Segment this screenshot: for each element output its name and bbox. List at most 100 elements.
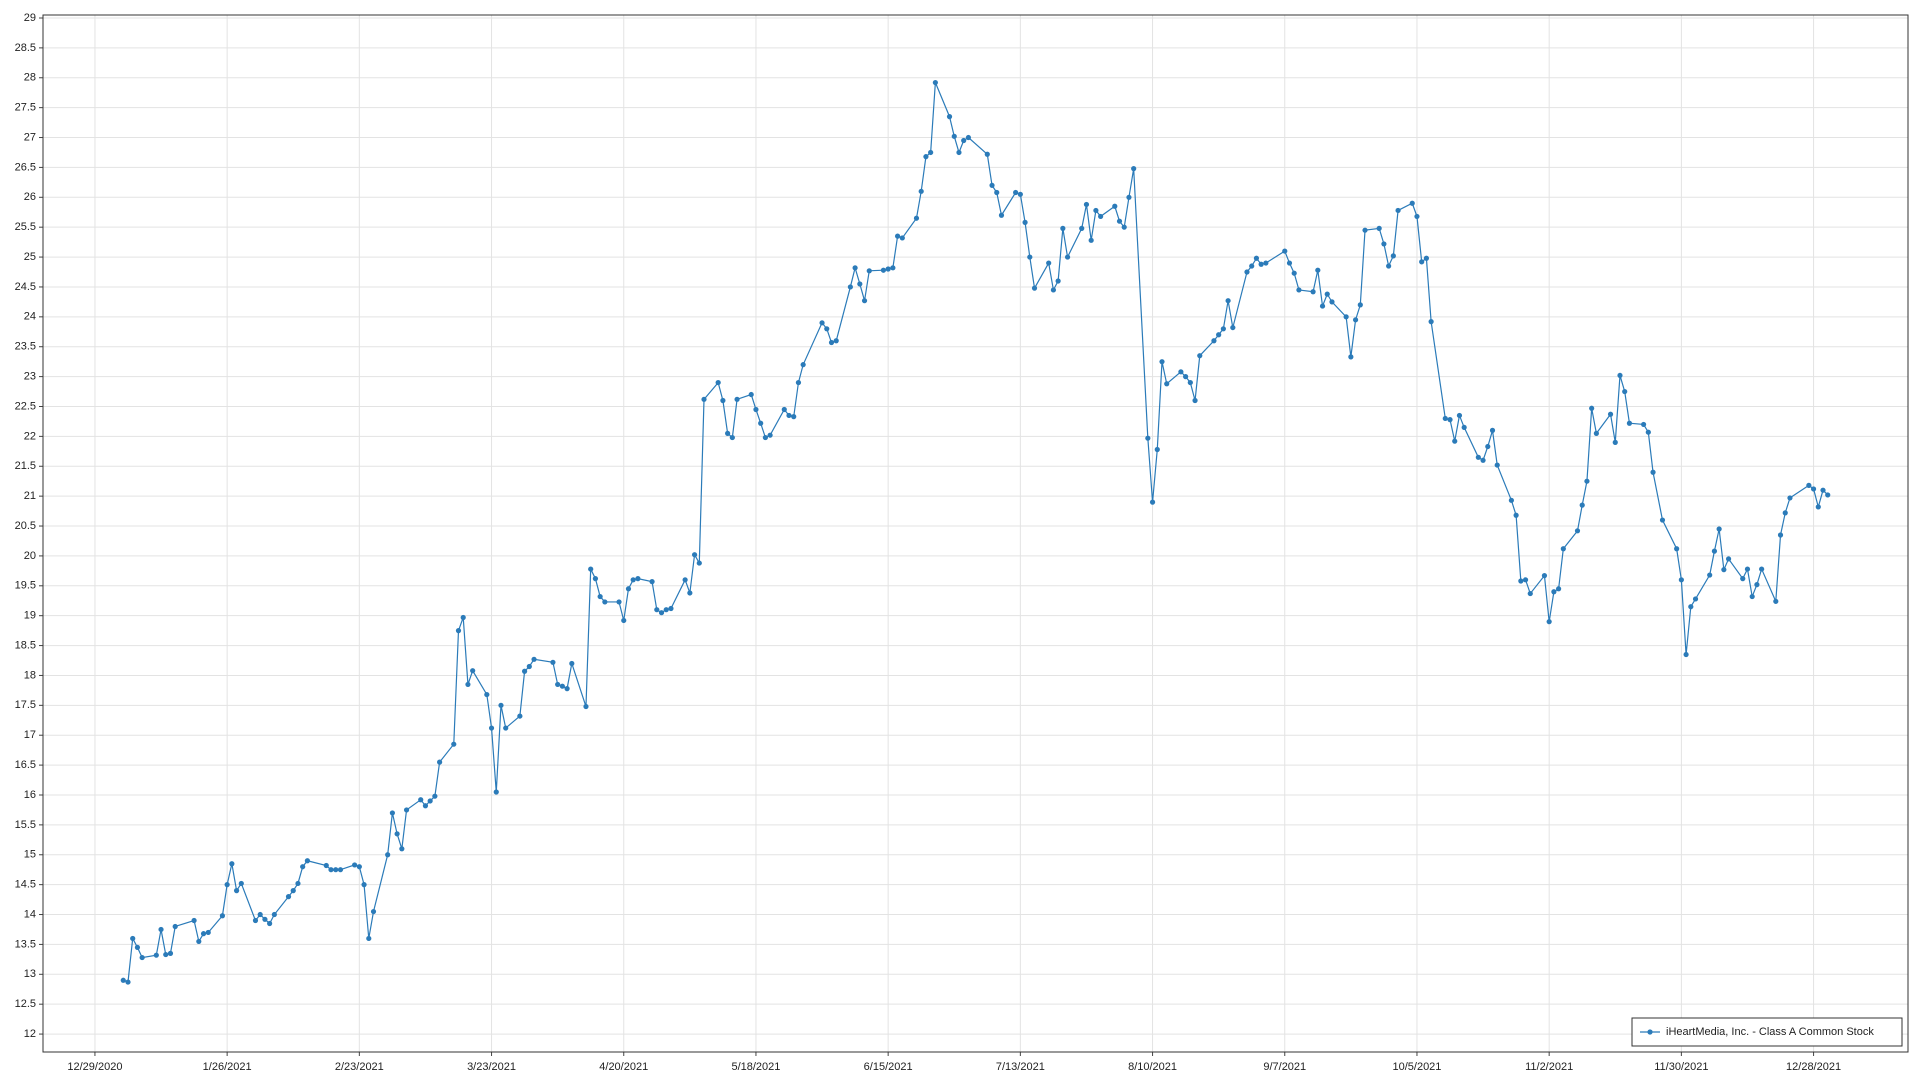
data-point: [1357, 302, 1363, 308]
data-point: [1740, 576, 1746, 582]
data-point: [233, 888, 240, 894]
x-tick-label: 11/2/2021: [1525, 1061, 1573, 1073]
data-point: [1414, 213, 1420, 220]
data-point: [1419, 259, 1425, 265]
data-point: [1055, 278, 1061, 284]
data-point: [1031, 285, 1038, 291]
data-point: [899, 235, 905, 241]
data-point: [550, 659, 556, 665]
legend-marker: [1647, 1029, 1653, 1035]
data-point: [356, 864, 362, 870]
y-tick-label: 19: [24, 610, 36, 622]
data-point: [1145, 435, 1151, 441]
data-point: [1452, 438, 1458, 444]
data-point: [663, 607, 669, 613]
x-tick-label: 8/10/2021: [1128, 1061, 1177, 1073]
data-point: [470, 668, 476, 674]
data-point: [1348, 354, 1354, 360]
data-point: [1282, 248, 1288, 254]
data-point: [1494, 462, 1500, 468]
data-point: [422, 803, 429, 809]
data-point: [965, 134, 972, 141]
data-point: [762, 434, 768, 441]
data-point: [786, 412, 792, 419]
data-point: [1617, 372, 1623, 379]
y-tick-label: 17.5: [15, 699, 36, 711]
data-point: [928, 149, 934, 156]
plot-frame: [42, 14, 1909, 1053]
y-tick-label: 13.5: [15, 938, 36, 950]
data-point: [894, 233, 901, 239]
data-point: [521, 668, 528, 674]
data-point: [427, 798, 433, 804]
data-point: [163, 951, 169, 958]
y-tick-label: 16.5: [15, 759, 36, 771]
y-tick-label: 29: [24, 12, 36, 24]
x-tick-label: 12/28/2021: [1786, 1061, 1841, 1073]
data-point: [1485, 443, 1491, 450]
data-point: [432, 793, 438, 799]
data-point: [451, 741, 457, 747]
data-point: [1329, 299, 1335, 305]
y-tick-label: 15.5: [15, 819, 36, 831]
data-point: [701, 396, 707, 402]
data-point: [460, 614, 466, 621]
data-point: [1645, 429, 1651, 435]
data-point: [1079, 225, 1085, 231]
x-tick-label: 5/18/2021: [731, 1061, 780, 1073]
data-point: [229, 861, 235, 867]
data-point: [569, 660, 575, 667]
y-tick-label: 25.5: [15, 221, 36, 233]
data-point: [866, 268, 872, 274]
data-point: [1721, 567, 1727, 573]
data-point: [1126, 194, 1132, 200]
data-point: [791, 414, 797, 420]
data-point: [1442, 415, 1448, 422]
data-point: [687, 590, 693, 596]
data-point: [918, 188, 924, 194]
data-point: [1556, 586, 1562, 592]
data-point: [1749, 593, 1755, 600]
data-point: [1060, 225, 1066, 231]
data-point: [224, 882, 230, 888]
data-point: [295, 880, 301, 887]
data-point: [748, 391, 754, 398]
data-point: [885, 266, 891, 272]
data-point: [828, 339, 835, 346]
x-tick-label: 11/30/2021: [1654, 1061, 1708, 1073]
data-point: [158, 926, 164, 933]
data-point: [1362, 227, 1368, 233]
data-point: [328, 867, 334, 873]
data-point: [1754, 582, 1760, 588]
data-point: [1678, 577, 1684, 583]
data-point: [654, 607, 660, 613]
data-point: [1291, 270, 1297, 276]
data-point: [852, 265, 858, 271]
legend-label: iHeartMedia, Inc. - Class A Common Stock: [1666, 1026, 1874, 1038]
series-line: [123, 82, 1829, 983]
data-point: [758, 420, 764, 426]
data-point: [1022, 219, 1028, 225]
data-point: [682, 577, 688, 583]
data-point: [1683, 651, 1689, 658]
data-point: [498, 702, 504, 708]
data-point: [1456, 412, 1463, 419]
data-point: [833, 338, 839, 344]
data-point: [389, 810, 395, 816]
data-point: [125, 979, 131, 985]
data-point: [998, 212, 1005, 218]
data-point: [819, 320, 825, 326]
data-point: [1716, 526, 1722, 532]
x-tick-label: 2/23/2021: [335, 1061, 384, 1073]
y-tick-label: 12.5: [15, 998, 36, 1010]
data-point: [1707, 572, 1713, 578]
data-point: [267, 920, 273, 927]
y-tick-label: 22: [24, 430, 36, 442]
data-point: [649, 579, 655, 585]
data-point: [300, 864, 306, 870]
data-point: [1088, 237, 1094, 243]
data-point: [616, 599, 622, 605]
data-point: [800, 362, 806, 368]
y-tick-label: 27: [24, 131, 36, 143]
x-tick-label: 4/20/2021: [599, 1061, 648, 1073]
